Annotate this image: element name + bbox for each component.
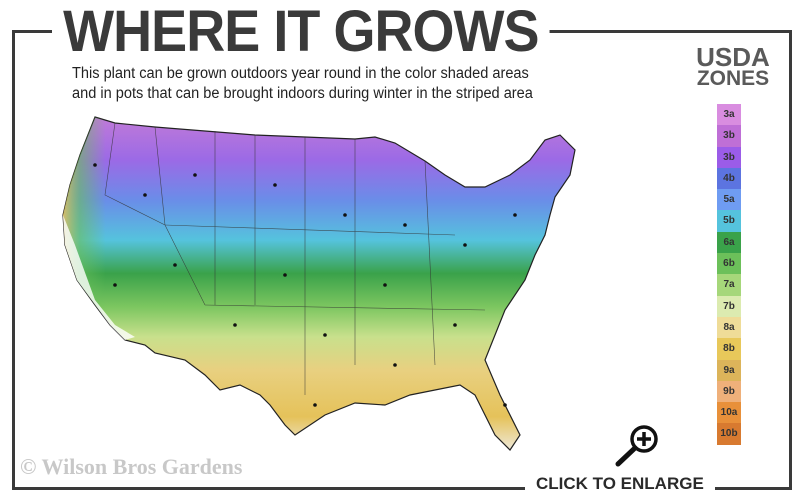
copyright-watermark: © Wilson Bros Gardens [20,454,243,479]
legend-zone-8b: 8b [717,338,741,360]
legend-title-line-2: ZONES [696,67,770,90]
subtitle: This plant can be grown outdoors year ro… [72,64,533,104]
magnifier-plus-icon[interactable] [610,422,666,468]
legend-zone-5a: 5a [717,189,741,211]
page-title: WHERE IT GROWS [52,2,550,62]
subtitle-line-2: and in pots that can be brought indoors … [72,85,533,102]
legend-zone-4b: 4b [717,167,741,190]
city-dots [93,163,517,407]
legend-zone-9b: 9b [717,380,741,403]
click-to-enlarge-link[interactable]: CLICK TO ENLARGE [525,474,715,494]
legend-zone-5b: 5b [717,210,741,232]
subtitle-line-1: This plant can be grown outdoors year ro… [72,65,529,82]
legend-zone-3b: 3b [717,146,741,168]
legend-zone-10b: 10b [717,423,741,445]
state-borders [104,122,486,395]
legend-title: USDA ZONES [683,42,783,90]
legend-zone-8a: 8a [717,316,741,339]
legend-zone-7b: 7b [717,295,741,317]
legend-zone-6a: 6a [717,231,741,254]
legend-title-line-1: USDA [696,42,770,72]
legend-zone-3a: 3a [717,104,741,126]
zone-legend: 3a 3b 3b 4b 5a 5b 6a 6b 7a 7b 8a 8b 9a 9b 10a 10b [717,104,741,445]
us-hardiness-zone-map[interactable] [55,105,615,460]
legend-zone-6b: 6b [717,253,741,275]
legend-zone-10a: 10a [717,402,741,424]
legend-zone-3b: 3b [717,125,741,147]
legend-zone-7a: 7a [717,274,741,296]
legend-zone-9a: 9a [717,359,741,381]
